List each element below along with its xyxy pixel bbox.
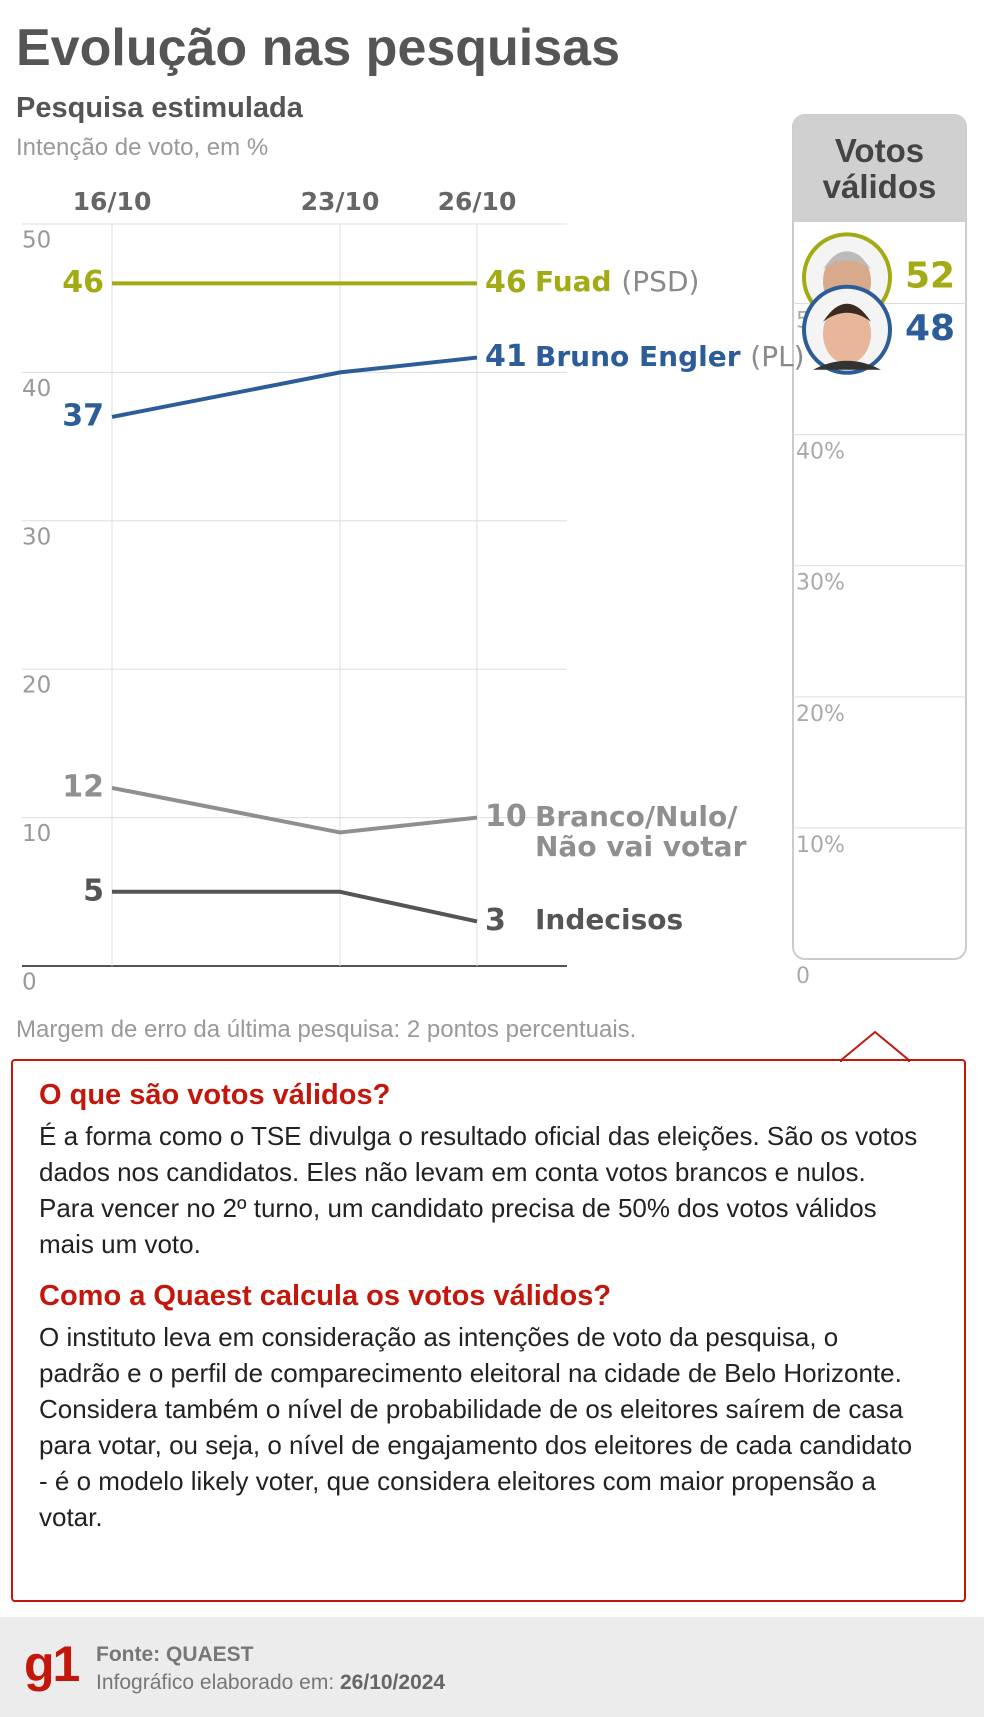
series-name: Fuad xyxy=(535,265,612,299)
series-line xyxy=(111,355,478,419)
paragraph: É a forma como o TSE divulga o resultado… xyxy=(39,1121,918,1259)
hair xyxy=(823,303,871,322)
y-tick-label: 0 xyxy=(22,970,37,996)
shirt xyxy=(813,360,881,370)
x-tick-label: 26/10 xyxy=(438,187,517,216)
series-name: Indecisos xyxy=(535,903,684,937)
face xyxy=(823,303,871,364)
panel-title: Votos válidos xyxy=(793,115,966,222)
y-tick-label: 20% xyxy=(796,702,845,727)
y-tick-label: 0 xyxy=(796,964,810,989)
title: Evolução nas pesquisas xyxy=(16,19,621,77)
y-tick-label: 50 xyxy=(22,228,51,254)
note: Margem de erro da última pesquisa: 2 pon… xyxy=(16,1016,637,1043)
series-label: Bruno Engler (PL) xyxy=(535,339,805,373)
heading: Como a Quaest calcula os votos válidos? xyxy=(39,1280,612,1312)
value-label: 5 xyxy=(83,873,104,908)
explainer: O que são votos válidos? É a forma como … xyxy=(11,1059,966,1602)
value-label: 46 xyxy=(62,265,104,300)
series-name: Bruno Engler xyxy=(535,339,741,373)
y-tick-label: 40% xyxy=(796,440,845,465)
value-label: 10 xyxy=(485,799,527,834)
y-label: Intenção de voto, em % xyxy=(16,134,269,161)
value-label: 48 xyxy=(905,308,955,349)
footer: g1 Fonte: QUAEST Infográfico elaborado e… xyxy=(0,1617,984,1717)
box-notch xyxy=(840,1030,910,1062)
series-name: Branco/Nulo/ Não vai votar xyxy=(535,799,747,863)
date-label: Infográfico elaborado em: xyxy=(96,1671,335,1694)
subtitle: Pesquisa estimulada xyxy=(16,92,303,124)
series-label: Indecisos xyxy=(535,905,683,935)
y-tick-label: 20 xyxy=(22,673,51,699)
series-label: Branco/Nulo/ Não vai votar xyxy=(535,799,747,863)
y-tick-label: 10 xyxy=(22,821,51,847)
heading: O que são votos válidos? xyxy=(39,1079,391,1111)
y-tick-label: 40 xyxy=(22,376,51,402)
source: Fonte: QUAEST xyxy=(96,1643,254,1666)
series-label: Fuad (PSD) xyxy=(535,267,699,297)
candidate-photo xyxy=(802,284,892,375)
y-tick-label: 10% xyxy=(796,833,845,858)
x-tick-label: 16/10 xyxy=(73,187,152,216)
value-label: 41 xyxy=(485,339,527,374)
date-line: Infográfico elaborado em: 26/10/2024 xyxy=(96,1671,445,1695)
paragraph: O instituto leva em consideração as inte… xyxy=(39,1322,913,1532)
y-tick-label: 30 xyxy=(22,524,51,550)
value-label: 3 xyxy=(485,903,506,938)
hair xyxy=(823,251,871,270)
logo: g1 xyxy=(24,1636,80,1692)
value-label: 12 xyxy=(62,769,104,804)
series-party: (PL) xyxy=(750,339,805,373)
value-label: 46 xyxy=(485,265,527,300)
value-label: 37 xyxy=(62,398,104,433)
x-tick-label: 23/10 xyxy=(301,187,380,216)
series-line xyxy=(112,889,478,924)
series-party: (PSD) xyxy=(621,265,700,299)
series-line xyxy=(111,785,478,835)
date: 26/10/2024 xyxy=(340,1671,446,1694)
y-tick-label: 30% xyxy=(796,571,845,596)
value-label: 52 xyxy=(905,255,955,296)
